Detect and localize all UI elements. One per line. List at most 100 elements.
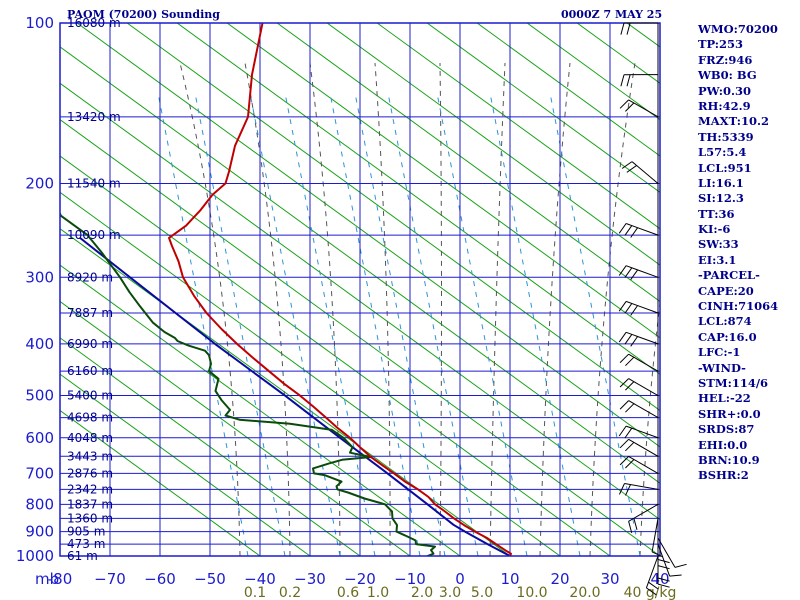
dry-adiabat-line bbox=[126, 23, 660, 412]
index-item: LCL:951 bbox=[698, 160, 752, 175]
wind-barb-staff bbox=[625, 265, 659, 278]
temperature-tick-label: −10 bbox=[394, 570, 426, 588]
index-item: -PARCEL- bbox=[698, 268, 760, 283]
wind-barb-flag bbox=[624, 334, 633, 345]
index-item: EI:3.1 bbox=[698, 252, 737, 267]
mixing-ratio-label: 5.0 bbox=[471, 585, 493, 600]
wind-barb-flag bbox=[618, 425, 627, 437]
height-label: 16080 m bbox=[67, 16, 121, 30]
temperature-pressure-grid bbox=[60, 23, 660, 556]
wind-barb-flag bbox=[646, 587, 657, 596]
mixing-ratio-line bbox=[194, 92, 286, 556]
index-item: LI:16.1 bbox=[698, 175, 744, 190]
pressure-tick-label: 500 bbox=[25, 387, 54, 405]
wind-barb-flag bbox=[625, 441, 635, 452]
dry-adiabat-line bbox=[176, 23, 660, 375]
pressure-tick-label: 1000 bbox=[16, 547, 54, 565]
height-label: 4048 m bbox=[67, 431, 113, 445]
wind-barb-flag bbox=[619, 353, 629, 363]
wind-barb-flag bbox=[619, 400, 629, 410]
mixing-ratio-label: 0.1 bbox=[244, 585, 266, 600]
wind-barb-flag bbox=[626, 74, 631, 87]
temperature-tick-label: −70 bbox=[94, 570, 126, 588]
wind-barb-staff bbox=[625, 331, 659, 345]
pressure-tick-label: 900 bbox=[25, 523, 54, 541]
wind-barb-flag bbox=[626, 165, 637, 173]
dry-adiabat-line bbox=[60, 119, 660, 556]
moist-adiabat-line bbox=[309, 62, 341, 556]
station-title: PAOM (70200) Sounding bbox=[67, 8, 220, 21]
temperature-tick-label: 20 bbox=[550, 570, 569, 588]
moist-adiabat-line bbox=[439, 62, 442, 556]
index-item: BSHR:2 bbox=[698, 468, 749, 483]
mixing-ratio-line bbox=[354, 92, 446, 556]
wind-barb-staff bbox=[628, 400, 659, 419]
mixing-ratio-line bbox=[387, 92, 479, 556]
sounding-profiles bbox=[60, 23, 512, 556]
wind-barb-flag bbox=[619, 438, 629, 449]
height-label: 10090 m bbox=[67, 228, 121, 242]
wind-barb-flag bbox=[630, 269, 639, 280]
wind-barb-flag bbox=[657, 577, 670, 582]
wind-barb-flag bbox=[624, 225, 633, 236]
wind-barb-flag bbox=[630, 305, 639, 316]
wind-barb-flag bbox=[630, 336, 639, 347]
wind-barb-flag bbox=[619, 378, 629, 388]
wind-barb-flag bbox=[620, 22, 625, 35]
wind-barb-staff bbox=[628, 378, 659, 396]
wind-barb-flag bbox=[618, 265, 627, 276]
dry-adiabat-line bbox=[60, 373, 311, 556]
wind-barb-staff bbox=[628, 99, 659, 118]
wind-barb-staff bbox=[651, 518, 659, 552]
index-item: SW:33 bbox=[698, 237, 739, 252]
dry-adiabat-line bbox=[780, 0, 800, 556]
wind-barb-flag bbox=[618, 301, 627, 312]
index-item: RH:42.9 bbox=[698, 98, 751, 113]
pressure-tick-label: 300 bbox=[25, 268, 54, 286]
temperature-tick-label: −50 bbox=[194, 570, 226, 588]
temperature-tick-label: −40 bbox=[244, 570, 276, 588]
wind-barb-flag bbox=[624, 267, 633, 278]
wind-barb-flag bbox=[618, 332, 627, 343]
wind-barb-staff bbox=[631, 161, 659, 184]
wind-barb-flag bbox=[674, 563, 687, 568]
pressure-tick-label: 700 bbox=[25, 464, 54, 482]
dry-adiabat-line bbox=[60, 82, 660, 521]
wind-barb-flag bbox=[625, 484, 631, 496]
moist-adiabats bbox=[179, 62, 660, 556]
index-item: TP:253 bbox=[698, 37, 744, 52]
wind-barb-staff bbox=[625, 300, 659, 314]
pressure-tick-label: 400 bbox=[25, 335, 54, 353]
wind-barb-flag bbox=[657, 565, 670, 570]
dry-adiabat-line bbox=[60, 46, 660, 484]
temperature-tick-label: −20 bbox=[344, 570, 376, 588]
dry-adiabat-line bbox=[326, 23, 660, 266]
wind-barb-staff bbox=[625, 425, 659, 439]
dry-adiabat-line bbox=[60, 337, 361, 556]
wind-barb-flag bbox=[618, 223, 627, 234]
wind-barb-flag bbox=[619, 99, 629, 109]
temperature-tick-label: −30 bbox=[294, 570, 326, 588]
temperature-axis-labels: -80 −70 −60 −50 −40 −30 −20 −10 0 10 20 30 40 bbox=[48, 570, 670, 588]
index-item: EHI:0.0 bbox=[698, 437, 748, 452]
wind-barb-flag bbox=[625, 381, 635, 391]
moist-adiabat-line bbox=[639, 299, 660, 556]
wind-barb-flag bbox=[669, 574, 682, 577]
wind-barb-staff bbox=[657, 537, 676, 568]
wind-barb-flag bbox=[618, 483, 625, 495]
pressure-unit-label: mb bbox=[35, 570, 59, 588]
temperature-line bbox=[168, 23, 512, 556]
moist-adiabat-line bbox=[374, 62, 391, 556]
pressure-tick-label: 100 bbox=[25, 14, 54, 32]
index-item: TH:5339 bbox=[698, 129, 754, 144]
wind-barb-flag bbox=[657, 559, 670, 564]
height-label: 2342 m bbox=[67, 482, 113, 496]
temperature-tick-label: -80 bbox=[48, 570, 73, 588]
index-item: STM:114/6 bbox=[698, 375, 769, 390]
dry-adiabat-line bbox=[226, 23, 660, 339]
mixing-ratio-line bbox=[436, 92, 528, 556]
plot-frame bbox=[59, 22, 661, 557]
temperature-tick-label: 10 bbox=[500, 570, 519, 588]
index-item: PW:0.30 bbox=[698, 83, 752, 98]
